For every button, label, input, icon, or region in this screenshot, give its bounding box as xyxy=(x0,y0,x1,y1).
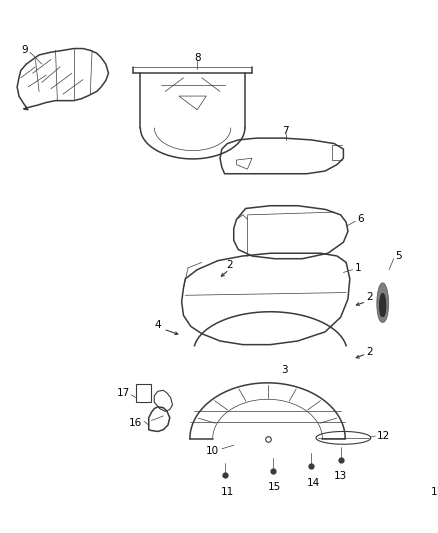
Text: 10: 10 xyxy=(206,446,219,456)
Text: 11: 11 xyxy=(431,487,438,497)
Text: 7: 7 xyxy=(283,126,289,136)
Text: 16: 16 xyxy=(129,418,142,428)
Text: 11: 11 xyxy=(221,487,234,497)
Text: 1: 1 xyxy=(355,263,362,273)
Text: 3: 3 xyxy=(281,365,287,375)
Text: 2: 2 xyxy=(366,292,373,302)
Text: 8: 8 xyxy=(194,53,201,63)
Text: 12: 12 xyxy=(377,431,390,441)
Text: 9: 9 xyxy=(21,45,28,55)
Text: 13: 13 xyxy=(334,471,347,481)
Text: 14: 14 xyxy=(307,478,320,488)
Bar xyxy=(136,384,151,402)
Polygon shape xyxy=(379,293,386,317)
Text: 5: 5 xyxy=(396,251,402,261)
Text: 6: 6 xyxy=(357,214,364,224)
Text: 15: 15 xyxy=(268,482,282,492)
Text: 2: 2 xyxy=(366,347,373,357)
Text: 4: 4 xyxy=(154,319,161,329)
Text: 2: 2 xyxy=(226,260,233,270)
Polygon shape xyxy=(377,283,389,322)
Text: 17: 17 xyxy=(117,388,131,398)
